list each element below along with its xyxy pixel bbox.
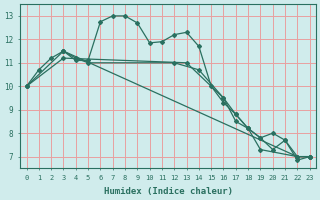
X-axis label: Humidex (Indice chaleur): Humidex (Indice chaleur) (104, 187, 233, 196)
